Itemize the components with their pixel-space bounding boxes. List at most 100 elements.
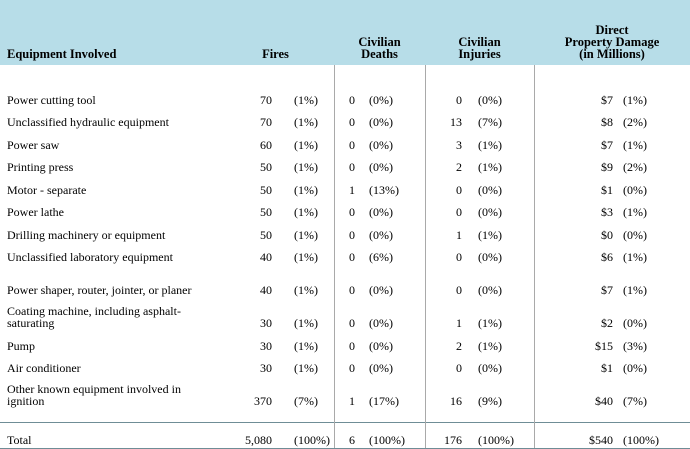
table-header-row: Equipment Involved Fires Civilian Deaths… [0, 0, 690, 65]
deaths-count: 0 [333, 151, 355, 174]
fires-count: 70 [260, 92, 272, 107]
header-damage-line2: Property Damage [564, 35, 660, 49]
fires-count: 30 [260, 316, 272, 330]
fires-percent: (1%) [294, 182, 318, 197]
table-row: Coating machine, including asphalt-satur… [0, 297, 690, 330]
fires-count: 50 [260, 160, 272, 174]
fires-percent: (7%) [294, 394, 318, 408]
deaths-percent: (0%) [369, 338, 393, 353]
header-deaths-line1: Civilian [358, 35, 401, 49]
deaths-count: 0 [333, 106, 355, 129]
table-row: Power cutting tool 70 (1%) 0 (0%) 0 (0%) $7 (1%) [0, 84, 690, 107]
deaths-percent: (0%) [369, 316, 393, 330]
fires-count: 50 [260, 205, 272, 219]
total-fires-percent: (100%) [272, 422, 334, 449]
equipment-cell: Unclassified hydraulic equipment [7, 115, 169, 129]
deaths-percent: (0%) [369, 283, 393, 297]
damage-percent: (3%) [623, 338, 647, 353]
total-damage-percent: (100%) [613, 422, 690, 449]
table-row: Air conditioner 30 (1%) 0 (0%) 0 (0%) $1 (0%) [0, 352, 690, 375]
header-civilian-deaths: Civilian Deaths [334, 0, 425, 65]
header-damage-line3: (in Millions) [579, 47, 645, 61]
equipment-cell: Power lathe [7, 205, 64, 219]
total-row: Total 5,080 (100%) 6 (100%) 176 (100%) $540 (100… [0, 422, 690, 449]
injuries-count: 3 [424, 129, 462, 152]
damage-percent: (2%) [623, 115, 647, 129]
equipment-cell: Power saw [7, 137, 60, 152]
equipment-cell: Coating machine, including asphalt-satur… [7, 304, 181, 330]
damage-amount: $0 [533, 219, 613, 242]
deaths-count: 0 [333, 84, 355, 107]
deaths-percent: (0%) [369, 115, 393, 129]
injuries-count: 0 [424, 352, 462, 375]
injuries-percent: (1%) [478, 316, 502, 330]
table-row: Unclassified hydraulic equipment 70 (1%) 0 (… [0, 106, 690, 129]
injuries-count: 0 [424, 84, 462, 107]
fires-percent: (1%) [294, 137, 318, 152]
damage-amount: $2 [533, 297, 613, 330]
damage-percent: (0%) [623, 361, 647, 375]
fires-percent: (1%) [294, 92, 318, 107]
fires-percent: (1%) [294, 160, 318, 174]
deaths-percent: (0%) [369, 160, 393, 174]
injuries-percent: (1%) [478, 227, 502, 242]
header-gap-row [0, 65, 690, 84]
injuries-percent: (0%) [478, 205, 502, 219]
fires-count: 30 [260, 361, 272, 375]
deaths-percent: (0%) [369, 137, 393, 152]
damage-percent: (1%) [623, 250, 647, 264]
injuries-count: 0 [424, 241, 462, 264]
table-row: Drilling machinery or equipment 50 (1%) 0 (0… [0, 219, 690, 242]
damage-percent: (1%) [623, 137, 647, 152]
injuries-percent: (9%) [478, 394, 502, 408]
injuries-percent: (1%) [478, 160, 502, 174]
fires-count: 40 [260, 283, 272, 297]
equipment-cell: Motor - separate [7, 182, 87, 197]
header-civilian-injuries: Civilian Injuries [425, 0, 534, 65]
injuries-percent: (0%) [478, 283, 502, 297]
fires-count: 50 [260, 182, 272, 197]
header-injuries-line1: Civilian [458, 35, 501, 49]
equipment-cell: Air conditioner [7, 361, 81, 375]
deaths-count: 1 [333, 375, 355, 408]
fires-count: 70 [260, 115, 272, 129]
table-row: Other known equipment involved in igniti… [0, 375, 690, 408]
equipment-cell: Power shaper, router, jointer, or planer [7, 283, 192, 297]
damage-percent: (7%) [623, 394, 647, 408]
equipment-cell: Pump [7, 338, 36, 353]
total-deaths-percent: (100%) [355, 422, 425, 449]
total-deaths-count: 6 [333, 422, 355, 449]
injuries-count: 0 [424, 174, 462, 197]
header-direct-property-damage: Direct Property Damage (in Millions) [534, 0, 690, 65]
injuries-percent: (1%) [478, 137, 502, 152]
damage-amount: $15 [533, 330, 613, 353]
table-row: Power shaper, router, jointer, or planer… [0, 264, 690, 297]
fires-percent: (1%) [294, 227, 318, 242]
total-injuries-percent: (100%) [462, 422, 534, 449]
deaths-percent: (17%) [369, 394, 399, 408]
fires-percent: (1%) [294, 338, 318, 353]
deaths-percent: (0%) [369, 227, 393, 242]
header-damage-line1: Direct [595, 23, 629, 37]
fires-percent: (1%) [294, 250, 318, 264]
damage-percent: (0%) [623, 227, 647, 242]
total-damage-amount: $540 [533, 422, 613, 449]
header-deaths-line2: Deaths [361, 47, 398, 61]
header-injuries-line2: Injuries [458, 47, 501, 61]
deaths-percent: (0%) [369, 361, 393, 375]
deaths-count: 0 [333, 129, 355, 152]
deaths-percent: (0%) [369, 205, 393, 219]
equipment-cell: Unclassified laboratory equipment [7, 250, 173, 264]
fires-percent: (1%) [294, 115, 318, 129]
damage-amount: $1 [533, 174, 613, 197]
damage-amount: $40 [533, 375, 613, 408]
damage-percent: (1%) [623, 205, 647, 219]
injuries-percent: (0%) [478, 92, 502, 107]
injuries-count: 1 [424, 297, 462, 330]
total-fires-count: 5,080 [217, 422, 272, 449]
deaths-percent: (6%) [369, 250, 393, 264]
deaths-count: 0 [333, 330, 355, 353]
damage-percent: (1%) [623, 92, 647, 107]
table-row: Power lathe 50 (1%) 0 (0%) 0 (0%) $3 (1%) [0, 196, 690, 219]
damage-amount: $6 [533, 241, 613, 264]
